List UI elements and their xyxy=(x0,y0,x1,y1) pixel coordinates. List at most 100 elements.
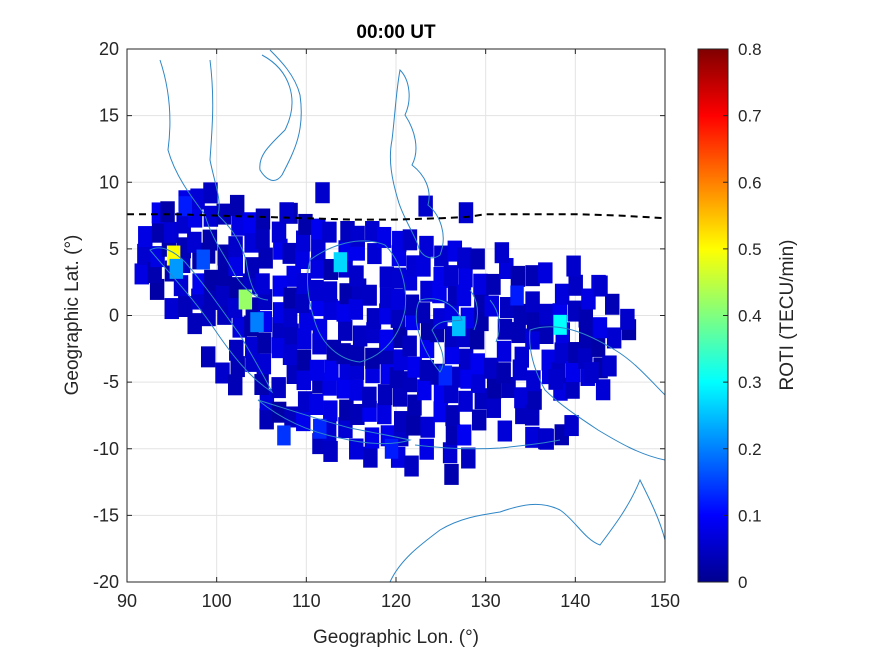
roti-cell xyxy=(350,344,365,366)
roti-cell xyxy=(494,242,510,264)
coastline-australia xyxy=(389,478,665,582)
x-tick-label: 130 xyxy=(471,591,501,611)
roti-cell xyxy=(511,322,526,344)
roti-cell xyxy=(296,349,312,371)
roti-cell xyxy=(568,274,583,296)
x-tick-label: 90 xyxy=(117,591,137,611)
roti-cell xyxy=(283,287,298,309)
roti-cell xyxy=(407,356,422,378)
roti-cell xyxy=(473,273,488,295)
roti-cell xyxy=(539,303,554,325)
roti-cell xyxy=(483,357,499,379)
roti-cell xyxy=(138,226,153,248)
colorbar-tick-label: 0.4 xyxy=(738,307,762,326)
roti-cell xyxy=(486,273,501,295)
roti-cell xyxy=(419,438,434,460)
roti-cell xyxy=(255,273,270,295)
y-tick-label: 15 xyxy=(99,106,119,126)
roti-cell xyxy=(458,266,473,288)
roti-cell xyxy=(311,239,326,261)
roti-cell xyxy=(164,221,179,243)
roti-cell xyxy=(461,447,476,469)
roti-cell-high xyxy=(250,312,264,333)
roti-cell xyxy=(471,409,487,431)
roti-cell xyxy=(364,427,380,449)
roti-cell xyxy=(391,267,406,289)
y-tick-label: -10 xyxy=(93,439,119,459)
roti-cell xyxy=(259,408,274,430)
roti-cell xyxy=(322,221,337,243)
roti-cell xyxy=(404,294,420,316)
roti-cell xyxy=(365,347,380,369)
coastline-indochina xyxy=(259,49,302,181)
roti-cell xyxy=(458,348,474,370)
roti-cell xyxy=(309,279,324,301)
roti-cell xyxy=(418,195,433,217)
roti-cell xyxy=(322,281,338,303)
roti-cell xyxy=(149,278,165,300)
y-tick-label: -20 xyxy=(93,572,119,592)
x-axis-label: Geographic Lon. (°) xyxy=(313,627,479,648)
roti-cell xyxy=(420,280,435,302)
roti-cell xyxy=(134,263,149,285)
roti-cell xyxy=(514,346,530,368)
roti-cell xyxy=(513,303,529,325)
roti-cell xyxy=(339,399,354,421)
roti-cell xyxy=(164,298,179,320)
roti-cell xyxy=(433,401,448,423)
roti-cell xyxy=(525,291,540,313)
roti-cell xyxy=(379,287,395,309)
roti-cell xyxy=(565,377,580,399)
roti-cell xyxy=(393,411,409,433)
roti-cell xyxy=(565,361,581,383)
roti-cell-high xyxy=(277,425,291,446)
roti-cell xyxy=(377,403,392,425)
roti-cell xyxy=(147,262,162,284)
roti-cell xyxy=(256,332,272,354)
roti-cell xyxy=(190,188,205,210)
roti-cell xyxy=(297,391,313,413)
roti-cell xyxy=(299,309,314,331)
roti-cell xyxy=(204,269,219,291)
roti-cell xyxy=(215,362,230,384)
roti-cell xyxy=(470,353,485,375)
roti-cell xyxy=(496,362,511,384)
roti-cell xyxy=(312,318,328,340)
roti-cell xyxy=(620,308,635,330)
roti-cell xyxy=(216,203,232,225)
coastline-java xyxy=(257,399,412,445)
roti-cell xyxy=(416,255,431,277)
roti-cell xyxy=(137,243,152,265)
roti-cell xyxy=(497,318,513,340)
roti-cell xyxy=(470,371,486,393)
roti-cell xyxy=(458,390,473,412)
roti-cell xyxy=(590,335,606,357)
roti-cell xyxy=(244,231,259,253)
roti-cell xyxy=(470,248,485,270)
roti-cell xyxy=(584,362,599,384)
roti-cell xyxy=(282,306,298,328)
roti-cell xyxy=(296,410,311,432)
colorbar-tick-label: 0.8 xyxy=(738,40,762,59)
roti-cell xyxy=(336,343,351,365)
magnetic-dip-equator-line xyxy=(127,213,665,221)
roti-cell xyxy=(444,463,459,485)
roti-cell xyxy=(230,356,245,378)
roti-cell xyxy=(554,283,570,305)
roti-cell xyxy=(445,405,460,427)
roti-cell xyxy=(160,201,175,223)
roti-cell-high xyxy=(510,285,524,306)
roti-cell xyxy=(203,288,219,310)
roti-cells xyxy=(134,182,637,485)
y-tick-label: 5 xyxy=(109,239,119,259)
coastline-thailand-gulf xyxy=(209,59,259,297)
roti-cell xyxy=(593,275,608,297)
roti-cell xyxy=(315,182,330,204)
roti-cell xyxy=(419,235,434,257)
roti-cell xyxy=(284,323,299,345)
roti-cell-high xyxy=(178,196,193,217)
roti-cell xyxy=(526,370,541,392)
roti-cell xyxy=(256,353,272,375)
roti-cell-high xyxy=(384,438,399,459)
roti-cell xyxy=(415,302,431,324)
